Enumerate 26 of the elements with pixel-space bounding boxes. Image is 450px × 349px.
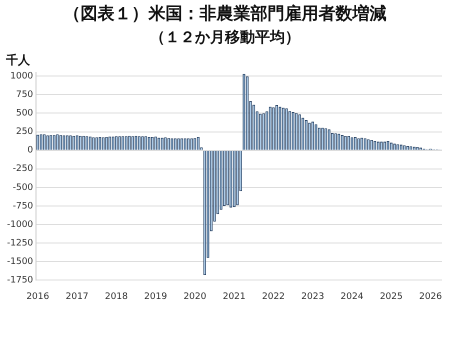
- y-axis-title: 千人: [6, 52, 30, 69]
- y-tick-label: -1250: [6, 238, 34, 248]
- x-tick-label: 2019: [144, 292, 168, 302]
- y-tick-label: 750: [16, 90, 34, 100]
- x-tick-label: 2023: [301, 292, 324, 302]
- y-tick-label: 0: [27, 146, 34, 156]
- x-tick-label: 2018: [104, 292, 128, 302]
- y-tick-label: -500: [12, 182, 34, 193]
- y-tick-label: -1750: [6, 276, 34, 286]
- chart-subtitle: （１２か月移動平均）: [149, 28, 301, 47]
- x-tick-label: 2017: [66, 292, 89, 302]
- chart-title: （図表１）米国：非農業部門雇用者数増減: [62, 3, 388, 25]
- y-tick-label: 1000: [10, 71, 34, 82]
- y-tick-label: -250: [12, 164, 34, 174]
- x-tick-label: 2026: [419, 292, 442, 302]
- y-tick-label: 250: [16, 127, 34, 138]
- y-tick-label: -1000: [6, 220, 34, 230]
- x-tick-label: 2020: [183, 292, 207, 302]
- x-tick-label: 2025: [380, 292, 403, 302]
- y-tick-label: 500: [16, 108, 34, 119]
- x-tick-label: 2024: [340, 292, 364, 302]
- x-tick-label: 2022: [262, 292, 285, 302]
- y-tick-label: -750: [12, 201, 34, 212]
- x-tick-label: 2021: [222, 292, 246, 302]
- x-tick-label: 2016: [26, 292, 50, 302]
- y-tick-label: -1500: [6, 256, 34, 267]
